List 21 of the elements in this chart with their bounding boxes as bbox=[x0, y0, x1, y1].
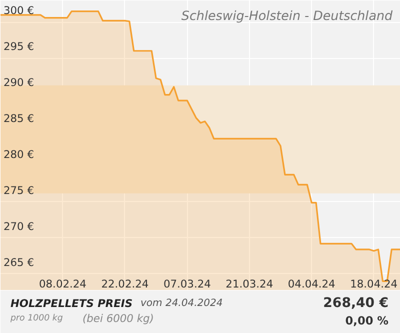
text: HOLZPELLETS PREIS bbox=[10, 297, 133, 310]
y-tick-label: 285 € bbox=[4, 112, 34, 126]
x-tick-label: 18.04.24 bbox=[350, 278, 398, 290]
text: (bei 6000 kg) bbox=[82, 312, 154, 325]
y-tick-label: 275 € bbox=[4, 184, 34, 197]
x-tick-label: 21.03.24 bbox=[226, 278, 274, 290]
y-tick-label: 295 € bbox=[4, 40, 34, 54]
y-tick-label: 290 € bbox=[4, 76, 34, 90]
y-tick-label: 280 € bbox=[4, 148, 34, 162]
text: 0,00 % bbox=[345, 314, 389, 328]
y-tick-label: 270 € bbox=[4, 220, 34, 233]
x-tick-label: 08.02.24 bbox=[38, 278, 87, 290]
x-tick-label: 04.04.24 bbox=[288, 278, 336, 290]
y-tick-label: 300 € bbox=[4, 4, 34, 18]
y-tick-label: 265 € bbox=[4, 256, 34, 269]
x-tick-label: 22.02.24 bbox=[101, 278, 149, 290]
text: pro 1000 kg bbox=[10, 314, 64, 324]
text: 268,40 € bbox=[323, 296, 389, 311]
text: vom 24.04.2024 bbox=[140, 298, 223, 309]
x-tick-label: 07.03.24 bbox=[163, 278, 212, 290]
text: Schleswig-Holstein - Deutschland bbox=[181, 8, 394, 23]
